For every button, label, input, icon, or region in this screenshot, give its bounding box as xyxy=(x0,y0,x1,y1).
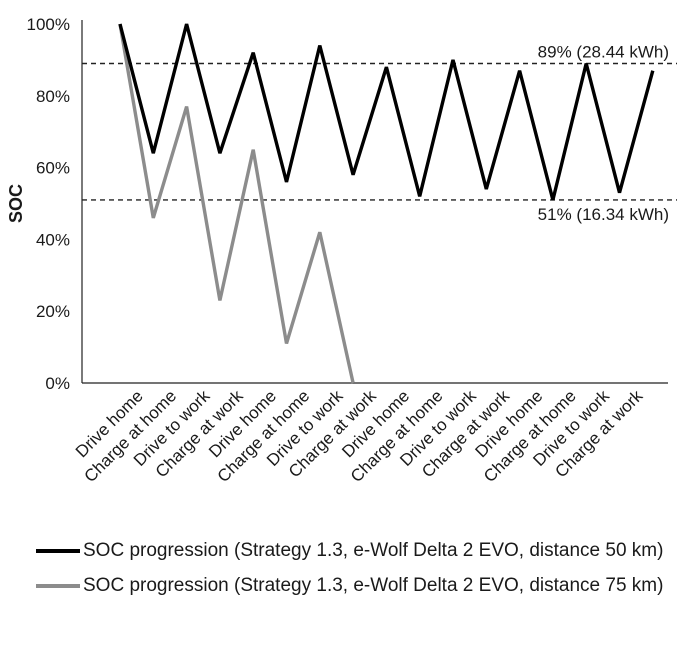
legend-label-50km: SOC progression (Strategy 1.3, e-Wolf De… xyxy=(83,540,664,561)
legend-swatch-gray xyxy=(36,584,80,588)
legend-label-75km: SOC progression (Strategy 1.3, e-Wolf De… xyxy=(83,575,664,596)
series-line xyxy=(118,23,655,201)
y-tick-label: 60% xyxy=(36,159,70,178)
y-tick-label: 80% xyxy=(36,87,70,106)
series-lines xyxy=(118,23,655,384)
legend-item-50km: SOC progression (Strategy 1.3, e-Wolf De… xyxy=(36,536,666,565)
legend: SOC progression (Strategy 1.3, e-Wolf De… xyxy=(36,536,666,600)
y-tick-label: 40% xyxy=(36,230,70,249)
series-line xyxy=(118,23,355,384)
legend-item-75km: SOC progression (Strategy 1.3, e-Wolf De… xyxy=(36,571,666,600)
reference-lines: 89% (28.44 kWh) 51% (16.34 kWh) xyxy=(82,42,677,224)
reference-line-label: 89% (28.44 kWh) xyxy=(538,42,669,61)
y-tick-label: 20% xyxy=(36,302,70,321)
y-axis-title: SOC xyxy=(6,184,26,223)
reference-line-label: 51% (16.34 kWh) xyxy=(538,205,669,224)
axes xyxy=(81,20,668,384)
y-tick-label: 0% xyxy=(45,374,70,393)
legend-swatch-black xyxy=(36,549,80,553)
y-tick-label: 100% xyxy=(27,15,70,34)
